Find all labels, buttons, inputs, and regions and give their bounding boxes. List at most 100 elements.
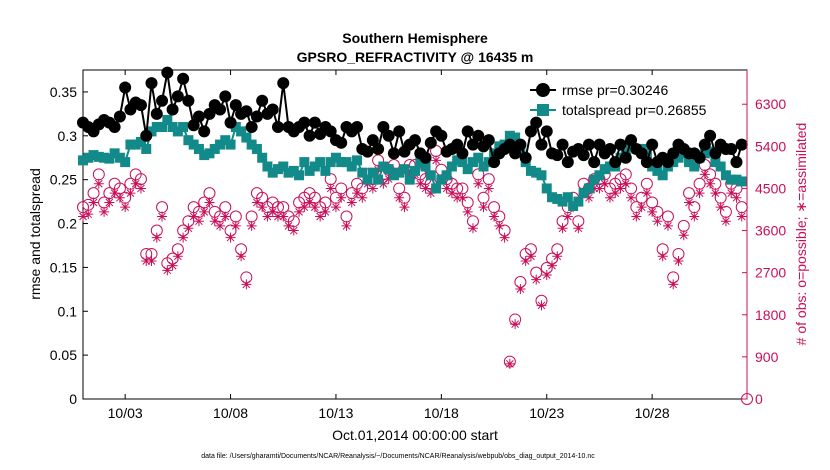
obs-assimilated-marker — [357, 192, 368, 203]
rmse-marker — [619, 151, 632, 164]
spread-marker — [557, 196, 568, 207]
rmse-series — [77, 66, 748, 169]
spread-marker — [341, 157, 352, 168]
obs-assimilated-marker — [715, 202, 726, 213]
rmse-marker — [503, 138, 516, 151]
obs-assimilated-marker — [346, 197, 357, 208]
obs-assimilated-marker — [172, 251, 183, 262]
rmse-marker — [556, 138, 569, 151]
rmse-marker — [192, 110, 205, 123]
rmse-marker — [182, 94, 195, 107]
spread-marker — [525, 165, 536, 176]
obs-assimilated-marker — [473, 178, 484, 189]
spread-marker — [583, 183, 594, 194]
spread-marker — [684, 157, 695, 168]
obs-assimilated-marker — [146, 255, 157, 266]
obs-assimilated-marker — [236, 251, 247, 262]
legend-rmse-label: rmse pr=0.30246 — [562, 82, 668, 98]
obs-assimilated-marker — [99, 206, 110, 217]
spread-marker — [109, 148, 120, 159]
spread-marker — [325, 157, 336, 168]
rmse-marker — [461, 125, 474, 138]
rmse-marker — [240, 105, 253, 118]
obs-assimilated-marker — [399, 202, 410, 213]
obs-assimilated-marker — [541, 270, 552, 281]
obs-assimilated-marker — [141, 255, 152, 266]
obs-assimilated-marker — [557, 223, 568, 234]
rmse-marker — [177, 72, 190, 85]
spread-marker — [452, 155, 463, 166]
rmse-marker — [303, 129, 316, 142]
obs-assimilated-marker — [467, 223, 478, 234]
rmse-marker — [387, 147, 400, 160]
rmse-marker — [156, 94, 169, 107]
y-tick-label: 0.25 — [50, 172, 77, 188]
obs-assimilated-marker — [151, 232, 162, 243]
spread-marker — [736, 176, 747, 187]
obs-assimilated-marker — [420, 183, 431, 194]
spread-marker — [473, 152, 484, 163]
spread-marker — [552, 193, 563, 204]
obs-assimilated-marker — [699, 169, 710, 180]
obs-assimilated-marker — [178, 232, 189, 243]
rmse-marker — [108, 121, 121, 134]
obs-assimilated-marker — [662, 220, 673, 231]
spread-marker — [720, 170, 731, 181]
spread-marker — [362, 174, 373, 185]
spread-marker — [294, 170, 305, 181]
spread-marker — [267, 167, 278, 178]
rmse-marker — [535, 138, 548, 151]
spread-marker — [541, 183, 552, 194]
rmse-marker — [725, 142, 738, 155]
obs-assimilated-marker — [547, 260, 558, 271]
obs-assimilated-marker — [673, 255, 684, 266]
obs-assimilated-marker — [441, 183, 452, 194]
obs-assimilated-marker — [157, 211, 168, 222]
rmse-marker — [277, 77, 290, 90]
chart-title: Southern Hemisphere — [342, 30, 488, 46]
spread-marker — [478, 161, 489, 172]
obs-assimilated-marker — [431, 155, 442, 166]
obs-assimilated-marker — [736, 211, 747, 222]
spread-marker — [699, 148, 710, 159]
rmse-marker — [661, 156, 674, 169]
rmse-marker — [577, 149, 590, 162]
obs-assimilated-marker — [109, 188, 120, 199]
legend-spread-label: totalspread pr=0.26855 — [562, 102, 707, 118]
rmse-marker — [456, 147, 469, 160]
spread-marker — [172, 126, 183, 137]
obs-assimilated-marker — [494, 220, 505, 231]
spread-marker — [225, 139, 236, 150]
obs-assimilated-marker — [267, 206, 278, 217]
rmse-marker — [561, 156, 574, 169]
y2-tick-label: 5400 — [755, 138, 786, 154]
spread-marker — [573, 196, 584, 207]
rmse-marker — [609, 156, 622, 169]
spread-marker — [652, 165, 663, 176]
obs-assimilated-marker — [515, 284, 526, 295]
spread-marker — [457, 157, 468, 168]
obs-assimilated-marker — [104, 197, 115, 208]
spread-marker — [83, 152, 94, 163]
obs-assimilated-marker — [251, 197, 262, 208]
rmse-marker — [113, 110, 126, 123]
rmse-marker — [335, 136, 348, 149]
rmse-marker — [393, 125, 406, 138]
x-tick-label: 10/28 — [635, 405, 670, 421]
obs-assimilated-marker — [552, 251, 563, 262]
rmse-marker — [735, 138, 748, 151]
rmse-marker — [119, 81, 132, 94]
y-tick-label: 0.15 — [50, 259, 77, 275]
obs-assimilated-marker — [489, 211, 500, 222]
obs-assimilated-marker — [594, 183, 605, 194]
spread-marker — [220, 135, 231, 146]
obs-assimilated-marker — [520, 255, 531, 266]
spread-marker — [278, 161, 289, 172]
obs-assimilated-marker — [684, 197, 695, 208]
spread-marker — [135, 136, 146, 147]
rmse-marker — [271, 121, 284, 134]
x-tick-label: 10/03 — [108, 405, 143, 421]
spread-marker — [104, 153, 115, 164]
rmse-marker — [614, 138, 627, 151]
spread-marker — [183, 135, 194, 146]
